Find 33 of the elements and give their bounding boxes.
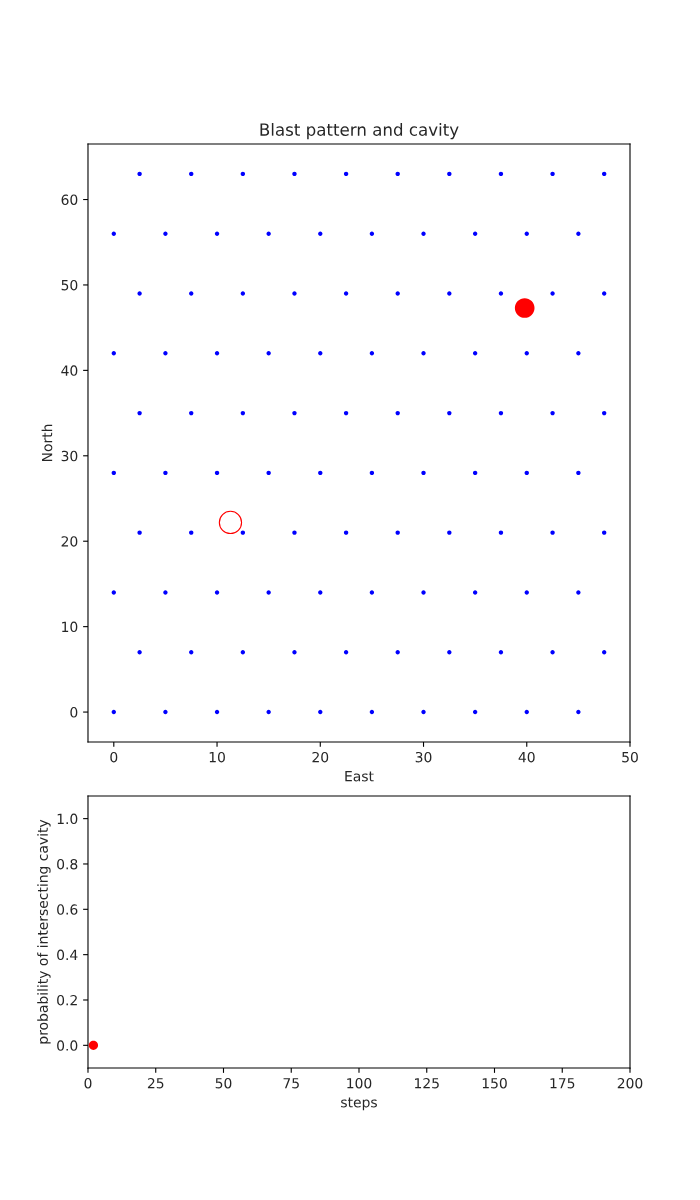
y-tick-label: 0.2 xyxy=(57,994,77,1006)
x-tick-label: 200 xyxy=(617,1077,643,1089)
x-tick-label: 50 xyxy=(622,751,638,763)
y-tick-label: 20 xyxy=(61,536,78,547)
x-axis-title: steps xyxy=(341,1097,377,1111)
y-tick-label: 0.0 xyxy=(57,1040,78,1051)
x-tick-label: 10 xyxy=(209,751,225,763)
y-tick-label: 0.4 xyxy=(57,949,78,961)
y-tick-label: 10 xyxy=(62,621,78,633)
y-axis-title: probability of intersecting cavity xyxy=(37,819,51,1044)
x-tick-label: 20 xyxy=(312,751,329,763)
x-tick-label: 0 xyxy=(110,751,118,763)
x-tick-label: 30 xyxy=(415,751,432,763)
y-tick-label: 0.8 xyxy=(57,858,78,870)
x-tick-label: 50 xyxy=(215,1077,232,1089)
y-tick-label: 1.0 xyxy=(57,813,78,825)
y-tick-label: 40 xyxy=(61,365,78,376)
x-tick-label: 125 xyxy=(415,1077,439,1089)
x-tick-label: 0 xyxy=(84,1077,92,1089)
x-tick-label: 25 xyxy=(147,1077,164,1089)
y-tick-label: 0.6 xyxy=(57,904,78,915)
x-tick-label: 100 xyxy=(347,1077,372,1089)
x-tick-label: 175 xyxy=(550,1078,575,1089)
y-tick-label: 0 xyxy=(70,707,78,718)
y-tick-label: 30 xyxy=(61,450,78,462)
y-tick-label: 60 xyxy=(61,194,78,205)
y-axis-title: North xyxy=(41,424,53,462)
chart-title: Blast pattern and cavity xyxy=(260,123,459,140)
x-tick-label: 75 xyxy=(283,1078,299,1089)
x-axis-title: East xyxy=(345,771,374,782)
x-tick-label: 40 xyxy=(518,751,535,763)
x-tick-label: 150 xyxy=(482,1077,507,1089)
y-tick-label: 50 xyxy=(61,279,78,291)
